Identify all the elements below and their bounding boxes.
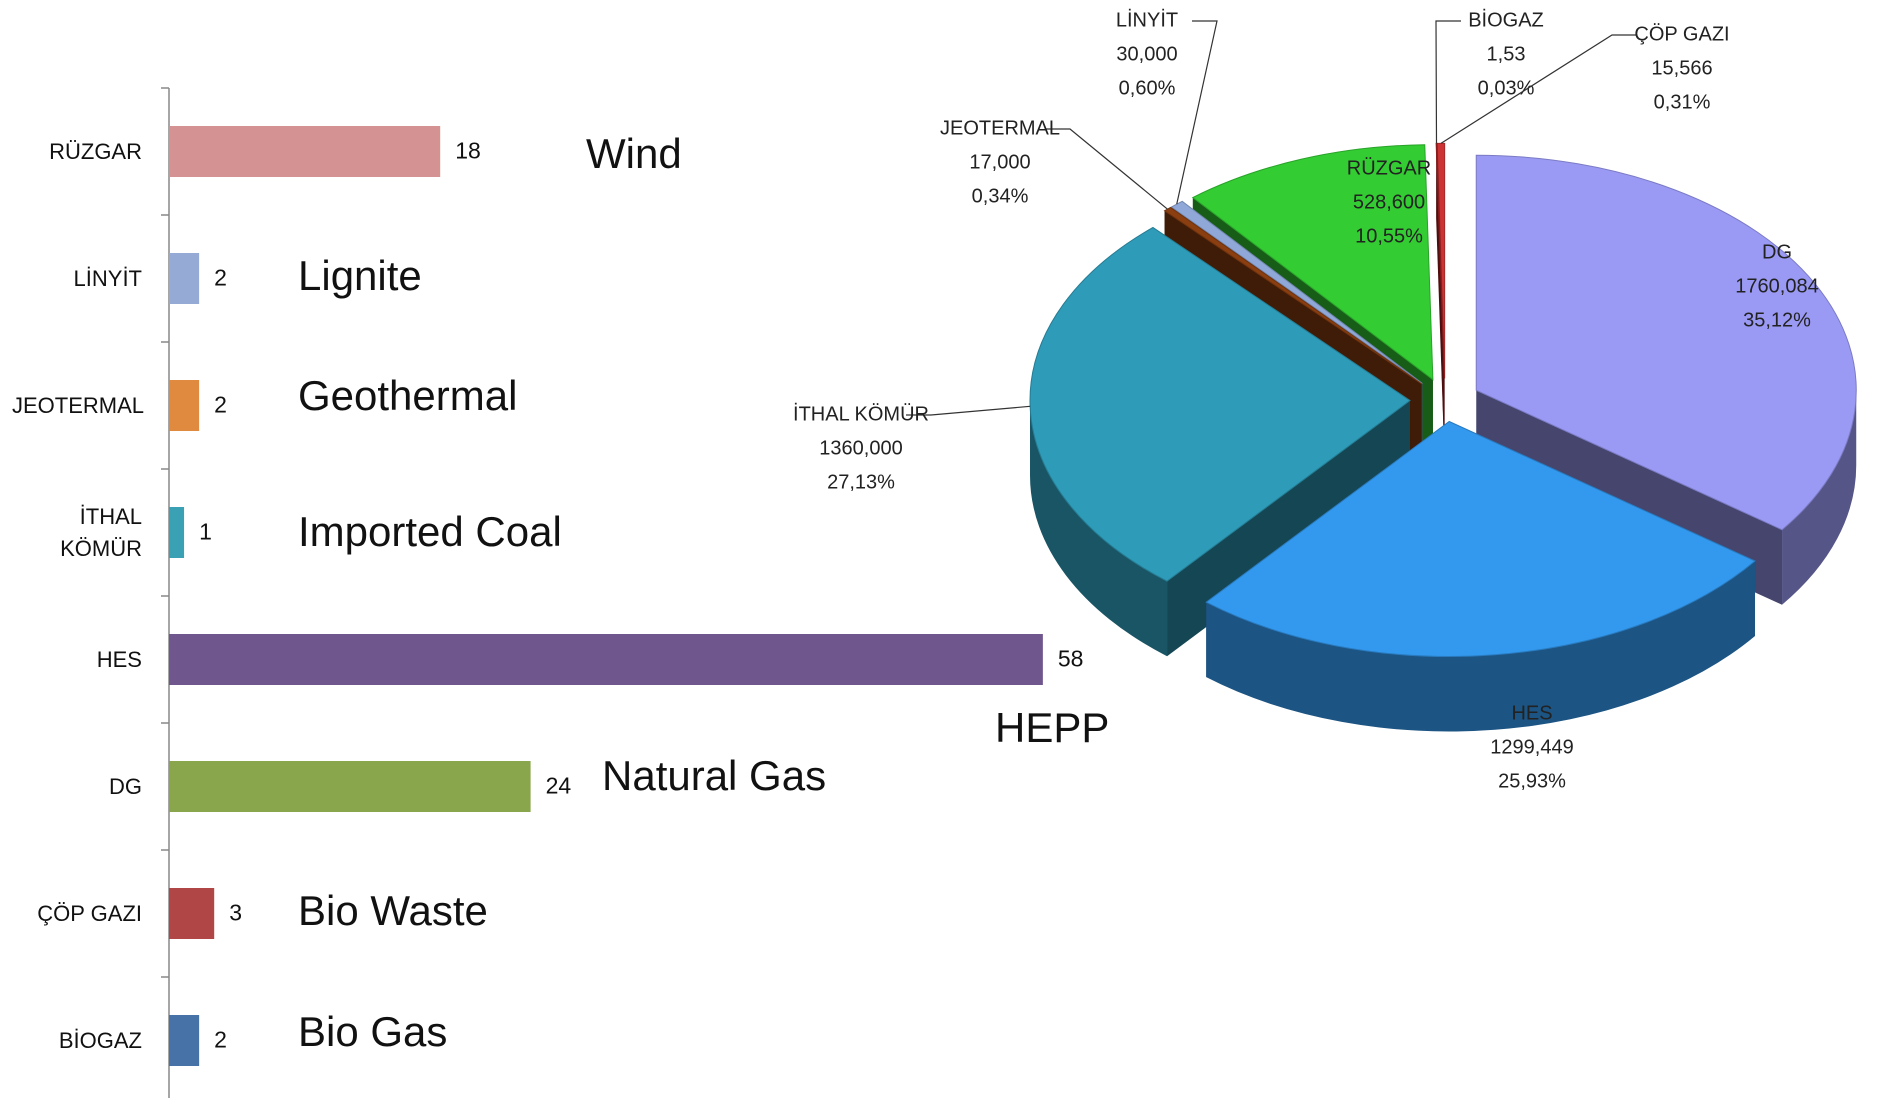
value-label: 2 [214,265,227,291]
slice-label: 1360,000 [819,437,902,459]
annotation: Geothermal [298,372,517,419]
bar [169,380,200,431]
value-label: 18 [455,138,481,164]
bar [169,888,215,939]
annotation: Bio Waste [298,887,488,934]
slice-label: BİOGAZ [1468,8,1544,31]
slice-label: 30,000 [1116,43,1177,65]
category-label: ÇÖP GAZI [37,900,142,926]
annotation: Natural Gas [602,752,826,799]
bar [169,1015,200,1066]
leader-line [1440,34,1637,144]
category-label: LİNYİT [73,265,142,291]
category-label: İTHAL KÖMÜR [60,503,142,561]
leader-line [906,405,1031,416]
pie-slice [1475,154,1857,531]
annotation: Wind [586,130,682,177]
annotation: Lignite [298,252,422,299]
pie-slice [1170,200,1423,384]
bar [169,761,531,812]
value-label: 3 [229,900,242,926]
leader-line [1435,20,1461,144]
bar [169,126,441,177]
value-label: 58 [1058,646,1084,672]
slice-wall [1206,560,1756,732]
slice-wall [1030,400,1168,657]
slice-label: 1,53 [1487,43,1526,65]
slice-label: 1299,449 [1490,736,1573,758]
category-label: JEOTERMAL [12,392,145,418]
slice-wall [1782,390,1857,605]
leader-line [1176,20,1218,205]
annotation: Bio Gas [298,1008,447,1055]
slice-label: HES [1511,702,1552,724]
slice-label: 17,000 [969,151,1030,173]
category-label: RÜZGAR [49,138,142,164]
slice-label: 15,566 [1651,57,1712,79]
slice-label: 0,31% [1654,91,1711,113]
slice-label: ÇÖP GAZI [1634,23,1729,45]
slice-label: 0,34% [972,185,1029,207]
category-label: BİOGAZ [58,1027,142,1053]
slice-label: RÜZGAR [1347,157,1431,179]
annotation: Imported Coal [298,508,562,555]
slice-label: 0,60% [1119,77,1176,99]
slice-label: LİNYİT [1116,8,1178,31]
slice-label: İTHAL KÖMÜR [793,402,929,425]
slice-label: 10,55% [1355,225,1423,247]
pie-slice [1191,144,1434,381]
value-label: 24 [546,773,572,799]
slice-label: 35,12% [1743,309,1811,331]
slice-label: 528,600 [1353,191,1425,213]
slice-label: JEOTERMAL [940,117,1060,139]
slice-label: 0,03% [1478,77,1535,99]
category-label: DG [109,773,142,799]
pie-slice [1205,420,1756,657]
bar [169,634,1043,685]
value-label: 2 [214,1027,227,1053]
slice-label: DG [1762,241,1792,263]
leader-line [1045,128,1168,210]
slice-label: 27,13% [827,471,895,493]
slice-label: 25,93% [1498,770,1566,792]
bar [169,507,185,558]
slice-label: 1760,084 [1735,275,1818,297]
annotation: HEPP [995,704,1109,751]
category-label: HES [96,646,142,672]
bar [169,253,200,304]
value-label: 1 [199,519,212,545]
value-label: 2 [214,392,227,418]
